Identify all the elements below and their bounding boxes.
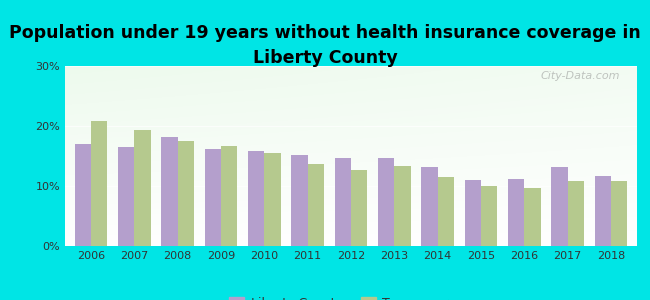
Bar bbox=[508, 179, 525, 246]
Bar bbox=[465, 180, 481, 246]
Bar bbox=[118, 147, 135, 246]
Bar bbox=[335, 158, 351, 246]
Bar bbox=[161, 137, 177, 246]
Bar bbox=[177, 141, 194, 246]
Bar bbox=[611, 181, 627, 246]
Bar bbox=[291, 155, 307, 246]
Bar bbox=[595, 176, 611, 246]
Bar bbox=[248, 151, 265, 246]
Bar bbox=[351, 170, 367, 246]
Bar bbox=[525, 188, 541, 246]
Bar bbox=[307, 164, 324, 246]
Bar bbox=[75, 144, 91, 246]
Bar bbox=[135, 130, 151, 246]
Bar bbox=[481, 186, 497, 246]
Bar bbox=[395, 166, 411, 246]
Bar bbox=[378, 158, 395, 246]
Bar bbox=[205, 149, 221, 246]
Text: City-Data.com: City-Data.com bbox=[540, 71, 620, 81]
Bar bbox=[221, 146, 237, 246]
Bar bbox=[567, 181, 584, 246]
Bar bbox=[265, 153, 281, 246]
Legend: Liberty County, Texas average: Liberty County, Texas average bbox=[224, 292, 478, 300]
Bar bbox=[551, 167, 567, 246]
Bar bbox=[91, 121, 107, 246]
Text: Population under 19 years without health insurance coverage in
Liberty County: Population under 19 years without health… bbox=[9, 24, 641, 67]
Bar bbox=[421, 167, 437, 246]
Bar bbox=[437, 177, 454, 246]
